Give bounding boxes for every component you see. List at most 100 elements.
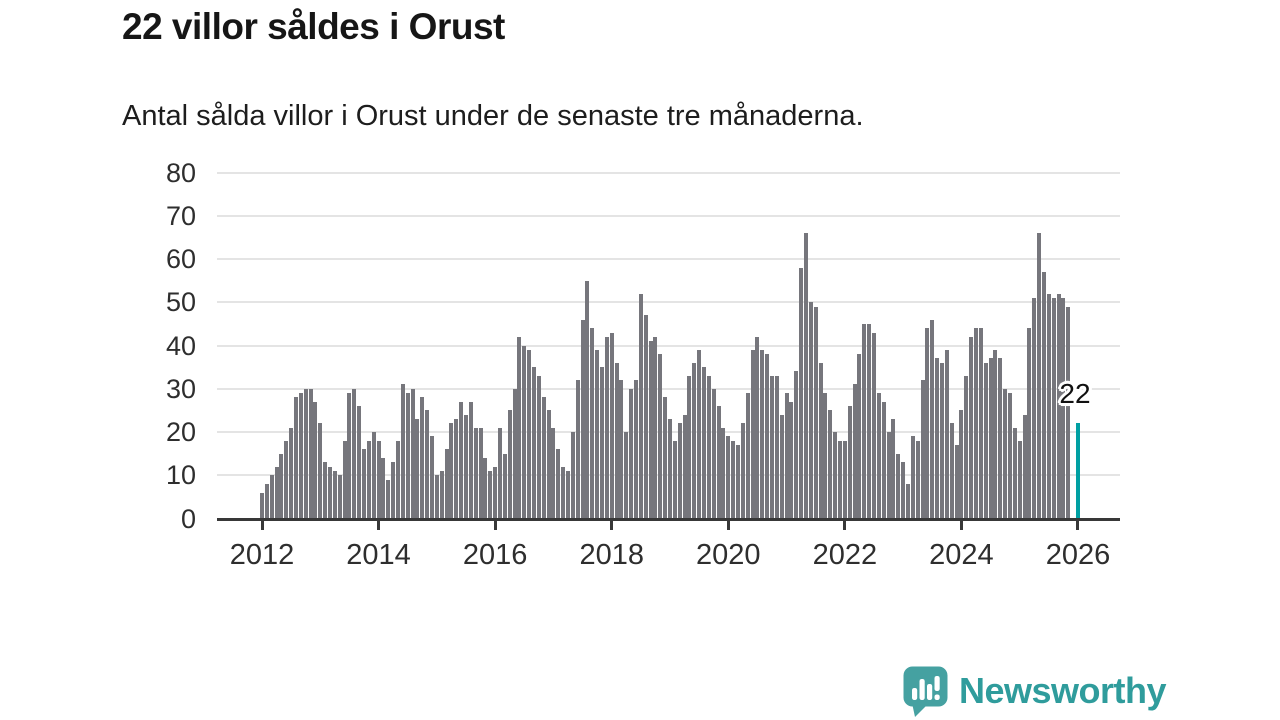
bar-month-63 — [565, 470, 570, 519]
bar-month-142 — [949, 423, 954, 519]
bar-month-15 — [332, 470, 337, 519]
bar-month-43 — [468, 401, 473, 519]
x-axis-label-2022: 2022 — [812, 538, 878, 571]
bar-month-162 — [1046, 293, 1051, 519]
bar-month-72 — [609, 332, 614, 519]
bar-month-30 — [405, 393, 410, 519]
bar-month-13 — [323, 462, 328, 519]
bar-month-32 — [415, 419, 420, 519]
newsworthy-logo-icon — [903, 666, 948, 717]
bar-month-90 — [697, 349, 702, 519]
bar-month-0 — [260, 492, 264, 519]
bar-month-20 — [357, 406, 362, 519]
y-axis-label-20: 20 — [165, 417, 196, 447]
bar-month-45 — [478, 427, 483, 519]
bar-month-64 — [570, 432, 575, 519]
bar-month-46 — [483, 457, 488, 519]
bar-month-75 — [624, 432, 629, 519]
chart-subtitle: Antal sålda villor i Orust under de sena… — [122, 100, 864, 132]
bar-month-92 — [706, 375, 711, 519]
bar-month-7 — [293, 397, 298, 519]
bar-month-60 — [551, 427, 556, 519]
bar-month-121 — [847, 406, 852, 519]
latest-value-label: 22 — [1059, 378, 1091, 409]
bar-month-118 — [833, 432, 838, 519]
bar-month-100 — [745, 393, 750, 519]
bar-month-26 — [386, 479, 391, 519]
bar-month-117 — [828, 410, 833, 519]
gridline-y30 — [217, 387, 1120, 390]
bar-month-103 — [760, 349, 765, 519]
bar-month-93 — [711, 388, 716, 519]
bar-month-14 — [327, 466, 332, 519]
bar-month-49 — [497, 427, 502, 519]
bar-month-110 — [794, 371, 799, 519]
x-axis-label-2018: 2018 — [579, 538, 644, 571]
y-axis-label-70: 70 — [165, 200, 196, 231]
y-axis-label-40: 40 — [165, 330, 196, 361]
bar-month-99 — [740, 423, 745, 519]
bar-month-35 — [429, 436, 434, 519]
bar-month-11 — [313, 401, 318, 519]
bar-month-132 — [901, 462, 906, 519]
bar-month-59 — [546, 410, 551, 519]
bar-month-38 — [444, 449, 449, 519]
x-axis-label-2014: 2014 — [346, 538, 411, 571]
bar-month-80 — [648, 341, 653, 519]
x-axis-label-2016: 2016 — [462, 538, 528, 571]
x-axis-line — [217, 517, 1120, 521]
bar-month-123 — [857, 354, 862, 519]
bar-month-166 — [1066, 306, 1071, 519]
bar-month-149 — [983, 362, 988, 519]
bar-month-68 — [590, 328, 595, 519]
bar-month-5 — [284, 440, 289, 519]
bar-month-164 — [1056, 293, 1061, 519]
bar-month-71 — [604, 336, 609, 519]
bar-month-82 — [658, 354, 663, 519]
bar-month-151 — [993, 349, 998, 519]
gridline-y40 — [217, 344, 1120, 347]
bar-month-17 — [342, 440, 347, 519]
bar-month-133 — [905, 483, 910, 519]
bar-month-4 — [279, 453, 284, 519]
y-axis-label-0: 0 — [180, 503, 196, 534]
bar-month-91 — [701, 367, 706, 519]
bar-month-83 — [663, 397, 668, 519]
bar-month-21 — [361, 449, 366, 519]
bar-month-36 — [434, 475, 439, 519]
gridline-y60 — [217, 258, 1120, 260]
bar-month-106 — [774, 375, 779, 519]
bar-month-157 — [1022, 414, 1027, 519]
bar-month-52 — [512, 388, 517, 519]
bar-month-129 — [886, 432, 891, 519]
bar-month-70 — [599, 367, 604, 519]
bar-month-131 — [896, 453, 901, 519]
bar-month-134 — [910, 436, 915, 519]
bar-month-130 — [891, 419, 896, 519]
bar-month-41 — [459, 401, 464, 519]
bar-month-88 — [687, 375, 692, 519]
bar-month-160 — [1037, 233, 1042, 519]
bar-month-124 — [862, 323, 867, 519]
x-axis-tick-2016 — [493, 520, 497, 530]
bar-month-22 — [366, 440, 371, 519]
bar-month-55 — [527, 349, 532, 519]
x-axis-tick-2024 — [959, 520, 963, 530]
bar-month-39 — [449, 423, 454, 519]
bar-month-139 — [935, 358, 940, 519]
bar-month-56 — [531, 367, 536, 519]
gridline-y50 — [217, 301, 1120, 304]
bar-month-23 — [371, 432, 376, 519]
bar-month-114 — [813, 306, 818, 519]
x-axis-label-2012: 2012 — [229, 538, 295, 571]
bar-month-24 — [376, 440, 381, 519]
bar-month-165 — [1061, 297, 1066, 519]
bar-month-115 — [818, 362, 823, 519]
bar-month-58 — [541, 397, 546, 519]
bar-month-95 — [721, 427, 726, 519]
gridline-y80 — [217, 171, 1120, 174]
bar-month-37 — [439, 470, 444, 519]
bar-month-51 — [507, 410, 512, 519]
bar-month-102 — [755, 336, 760, 519]
bar-month-137 — [925, 328, 930, 519]
